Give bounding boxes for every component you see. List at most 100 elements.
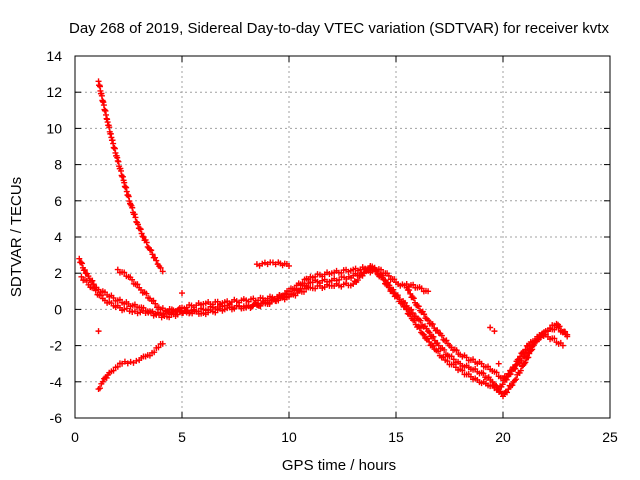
data-point — [409, 294, 416, 301]
data-point — [435, 348, 442, 355]
data-point — [127, 358, 134, 365]
data-point — [78, 273, 85, 280]
data-point — [152, 300, 159, 307]
data-point — [541, 331, 548, 338]
data-point — [415, 303, 422, 310]
data-point — [416, 325, 423, 332]
data-point — [493, 369, 500, 376]
data-point — [354, 277, 361, 284]
data-point — [459, 367, 466, 374]
y-tick-label: -6 — [50, 410, 63, 426]
data-point — [110, 367, 117, 374]
data-point — [138, 230, 145, 237]
data-point — [441, 346, 448, 353]
data-point — [361, 269, 368, 276]
data-point — [155, 344, 162, 351]
data-point — [300, 288, 307, 295]
data-point — [291, 285, 298, 292]
data-point — [299, 280, 306, 287]
data-point — [129, 276, 136, 283]
data-point — [79, 260, 86, 267]
data-point — [551, 335, 558, 342]
data-point — [394, 294, 401, 301]
data-point — [440, 353, 447, 360]
data-point — [503, 373, 510, 380]
data-point — [133, 357, 140, 364]
data-point — [92, 287, 99, 294]
data-point — [426, 338, 433, 345]
data-point — [386, 284, 393, 291]
data-point — [159, 340, 166, 347]
data-point — [89, 277, 96, 284]
data-point — [430, 342, 437, 349]
data-point — [114, 363, 121, 370]
data-point — [151, 349, 158, 356]
data-point — [407, 311, 414, 318]
data-point — [411, 317, 418, 324]
data-point — [407, 290, 414, 297]
data-point — [150, 297, 157, 304]
data-point — [420, 331, 427, 338]
data-point — [522, 359, 529, 366]
grid-lines — [75, 56, 610, 418]
data-point — [153, 257, 160, 264]
data-point — [444, 358, 451, 365]
y-axis-label: SDTVAR / TECUs — [8, 177, 25, 297]
data-point — [280, 293, 287, 300]
data-point — [499, 381, 506, 388]
data-point — [425, 317, 432, 324]
tick-labels: 0 5 10 15 20 25 -6 -4 -2 0 2 4 6 8 10 12 14 — [46, 48, 618, 445]
x-axis-label: GPS time / hours — [282, 457, 396, 474]
data-point — [179, 290, 185, 297]
data-point — [83, 277, 90, 284]
y-tick-label: 2 — [54, 265, 62, 281]
y-tick-label: 10 — [46, 120, 62, 136]
data-point — [417, 317, 424, 324]
data-point — [487, 324, 494, 331]
data-point — [85, 273, 92, 280]
data-point — [511, 377, 518, 384]
data-point — [148, 247, 155, 254]
data-point — [114, 266, 121, 273]
data-point — [424, 335, 431, 342]
data-point — [391, 276, 398, 283]
data-point — [505, 386, 512, 393]
data-point — [98, 292, 105, 299]
y-tick-label: 6 — [54, 193, 62, 209]
data-point — [513, 376, 520, 383]
data-point — [78, 259, 85, 266]
data-point — [521, 353, 528, 360]
data-point — [266, 300, 273, 307]
data-point — [500, 393, 506, 400]
data-point — [480, 370, 487, 377]
data-point — [448, 353, 455, 360]
data-point — [555, 324, 562, 331]
data-point — [559, 342, 566, 349]
data-point — [438, 332, 445, 339]
data-point — [426, 329, 433, 336]
x-tick-label: 5 — [178, 429, 186, 445]
data-point — [76, 255, 83, 262]
x-tick-label: 10 — [281, 429, 297, 445]
data-point — [143, 290, 150, 297]
data-point — [149, 251, 156, 258]
data-point — [425, 288, 432, 295]
data-point — [410, 295, 417, 302]
data-point — [504, 389, 511, 396]
data-point — [134, 221, 141, 228]
data-point — [429, 321, 436, 328]
data-point — [95, 328, 102, 335]
data-point — [143, 239, 150, 246]
data-point — [134, 281, 141, 288]
data-point — [159, 268, 166, 275]
data-point — [103, 374, 110, 381]
axis-ticks — [74, 55, 611, 419]
y-tick-label: -4 — [50, 374, 63, 390]
y-tick-label: 14 — [46, 48, 62, 64]
data-point — [116, 296, 123, 303]
data-points — [76, 78, 571, 400]
data-point — [525, 349, 532, 356]
y-tick-label: 8 — [54, 157, 62, 173]
